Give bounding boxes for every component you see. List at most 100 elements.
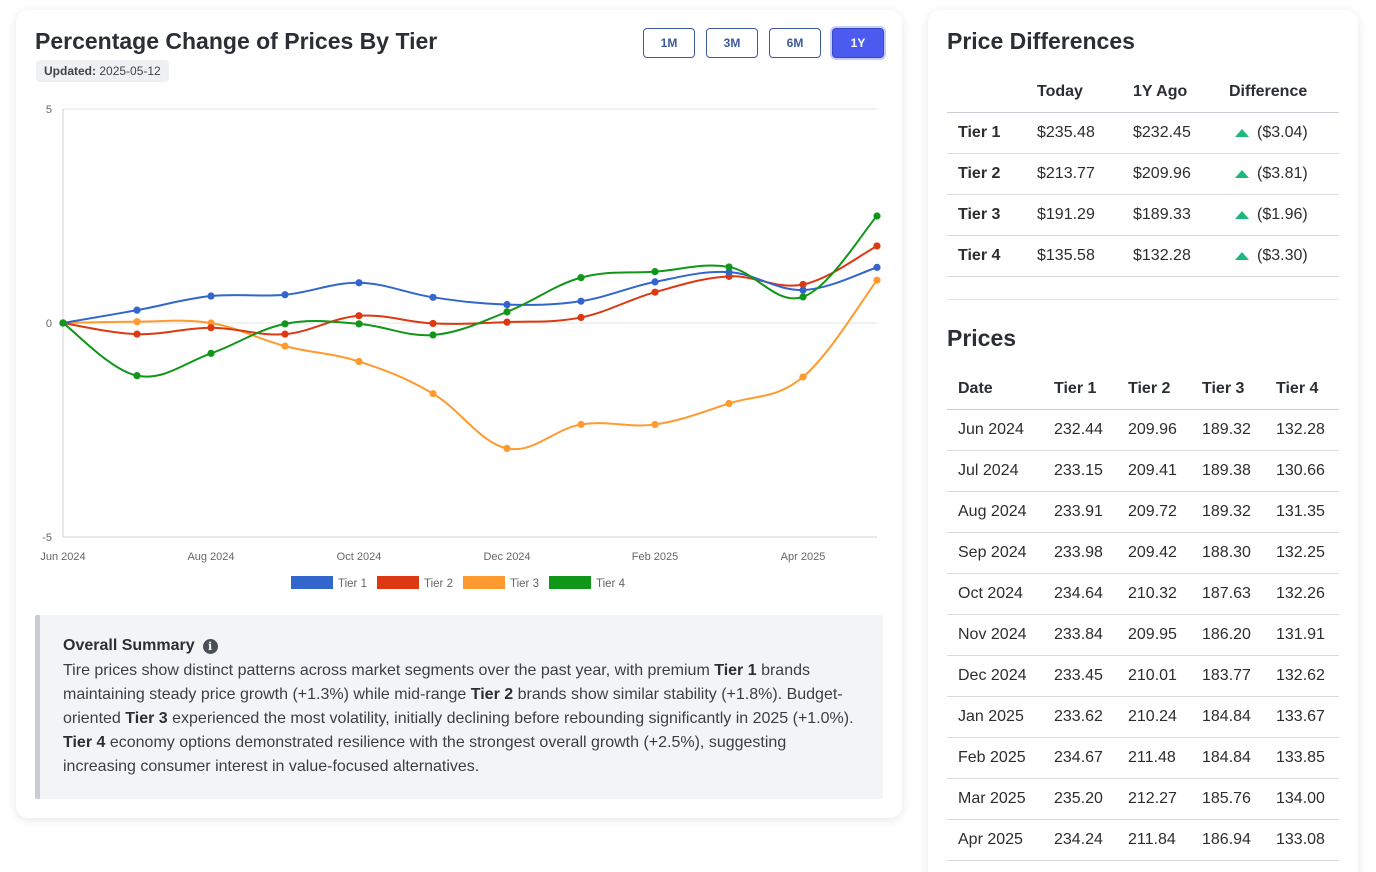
date-cell: Nov 2024 [947, 614, 1054, 656]
chart-title: Percentage Change of Prices By Tier [35, 28, 438, 54]
price-cell: 131.35 [1276, 491, 1339, 533]
summary-text: Tire prices show distinct patterns acros… [63, 659, 861, 779]
date-cell: Dec 2024 [947, 655, 1054, 697]
price-cell: 185.76 [1202, 778, 1276, 820]
updated-value: 2025-05-12 [99, 64, 161, 78]
tier-cell: Tier 1 [947, 112, 1037, 154]
today-cell: $135.58 [1037, 235, 1133, 277]
chart-card: Percentage Change of Prices By Tier Upda… [16, 10, 902, 818]
price-cell: 233.84 [1054, 614, 1128, 656]
table-row: Jul 2024 233.15 209.41 189.38 130.66 [947, 450, 1339, 492]
ago-cell: $232.45 [1133, 112, 1229, 154]
table-row: Tier 2 $213.77 $209.96 ($3.81) [947, 153, 1339, 195]
difference-cell: ($3.04) [1229, 112, 1339, 154]
price-cell: 209.41 [1128, 450, 1202, 492]
overall-summary: Overall Summary i Tire prices show disti… [35, 615, 883, 799]
x-tick-label: Jun 2024 [40, 551, 85, 563]
price-cell: 188.30 [1202, 532, 1276, 574]
difference-wrap: ($3.81) [1229, 165, 1339, 183]
x-tick-label: Dec 2024 [483, 551, 530, 563]
summary-text-part: experienced the most volatility, initial… [167, 710, 854, 727]
price-cell: 234.24 [1054, 819, 1128, 861]
table-header-row: Today 1Y Ago Difference [947, 72, 1339, 113]
data-point-tier-2 [355, 312, 363, 320]
price-cell: 233.62 [1054, 696, 1128, 738]
data-point-tier-4 [873, 212, 881, 220]
price-cell: 235.20 [1054, 778, 1128, 820]
data-point-tier-2 [651, 288, 659, 296]
data-point-tier-1 [281, 291, 289, 299]
legend-swatch [549, 576, 591, 589]
date-cell: Aug 2024 [947, 491, 1054, 533]
price-cell: 132.25 [1276, 532, 1339, 574]
price-cell: 233.45 [1054, 655, 1128, 697]
price-cell: 210.32 [1128, 573, 1202, 615]
difference-wrap: ($3.30) [1229, 247, 1339, 265]
data-point-tier-2 [429, 319, 437, 328]
series-line-tier-2 [62, 245, 878, 336]
range-button-6m[interactable]: 6M [769, 28, 821, 58]
price-differences-title: Price Differences [947, 28, 1135, 54]
price-cell: 209.42 [1128, 532, 1202, 574]
summary-text-part: brands maintaining steady price growth (… [63, 662, 810, 703]
table-row: Aug 2024 233.91 209.72 189.32 131.35 [947, 491, 1339, 533]
price-cell: 130.66 [1276, 450, 1339, 492]
series-line-tier-1 [62, 266, 878, 324]
price-cell: 210.24 [1128, 696, 1202, 738]
table-row: Mar 2025 235.20 212.27 185.76 134.00 [947, 778, 1339, 820]
price-cell: 234.64 [1054, 573, 1128, 615]
price-cell: 233.91 [1054, 491, 1128, 533]
updated-label: Updated: [44, 64, 96, 78]
ago-cell: $132.28 [1133, 235, 1229, 277]
legend-label: Tier 1 [338, 578, 367, 590]
price-cell: 233.98 [1054, 532, 1128, 574]
range-button-1m[interactable]: 1M [643, 28, 695, 58]
triangle-up-icon [1235, 128, 1249, 137]
data-point-tier-1 [651, 278, 659, 286]
tier-cell: Tier 4 [947, 235, 1037, 277]
info-icon[interactable]: i [202, 638, 218, 654]
price-cell: 234.67 [1054, 737, 1128, 779]
triangle-up-icon [1235, 251, 1249, 260]
today-cell: $235.48 [1037, 112, 1133, 154]
price-cell: 209.95 [1128, 614, 1202, 656]
legend-label: Tier 4 [596, 578, 626, 590]
date-cell: Sep 2024 [947, 532, 1054, 574]
table-row: Oct 2024 234.64 210.32 187.63 132.26 [947, 573, 1339, 615]
tables-card: Price Differences Today 1Y Ago Differenc… [928, 10, 1358, 872]
data-point-tier-3 [133, 318, 141, 326]
x-tick-label: Oct 2024 [337, 551, 382, 563]
difference-cell: ($3.81) [1229, 153, 1339, 195]
range-button-3m[interactable]: 3M [706, 28, 758, 58]
data-point-tier-3 [725, 399, 733, 408]
data-point-tier-1 [133, 306, 141, 314]
difference-value: ($3.04) [1257, 123, 1308, 141]
difference-wrap: ($3.04) [1229, 124, 1339, 142]
price-cell: 186.20 [1202, 614, 1276, 656]
data-point-tier-2 [577, 313, 585, 322]
summary-highlight: Tier 4 [63, 734, 106, 751]
column-header: Tier 4 [1276, 369, 1339, 410]
range-button-1y[interactable]: 1Y [832, 28, 884, 58]
summary-heading: Overall Summary [63, 637, 195, 654]
table-row: Jun 2024 232.44 209.96 189.32 132.28 [947, 409, 1339, 451]
column-header: Tier 3 [1202, 369, 1276, 410]
column-header: Today [1037, 72, 1133, 113]
series-line-tier-4 [62, 215, 878, 378]
summary-highlight: Tier 3 [125, 710, 168, 727]
data-point-tier-4 [725, 263, 733, 271]
legend-swatch [291, 576, 333, 589]
legend-swatch [377, 576, 419, 589]
data-point-tier-1 [429, 293, 437, 301]
table-row: Sep 2024 233.98 209.42 188.30 132.25 [947, 532, 1339, 574]
column-header: Tier 2 [1128, 369, 1202, 410]
line-chart: 5 0 -5 Jun 2024 Aug 2024 Oct 2024 Dec 2024 Feb … [40, 104, 881, 590]
data-point-tier-4 [281, 320, 289, 328]
data-point-tier-1 [207, 292, 215, 300]
summary-highlight: Tier 2 [470, 686, 514, 703]
price-cell: 184.84 [1202, 696, 1276, 738]
date-cell: Feb 2025 [947, 737, 1054, 779]
ago-cell: $189.33 [1133, 194, 1229, 236]
date-cell: Apr 2025 [947, 819, 1054, 861]
data-point-tier-3 [651, 420, 659, 429]
